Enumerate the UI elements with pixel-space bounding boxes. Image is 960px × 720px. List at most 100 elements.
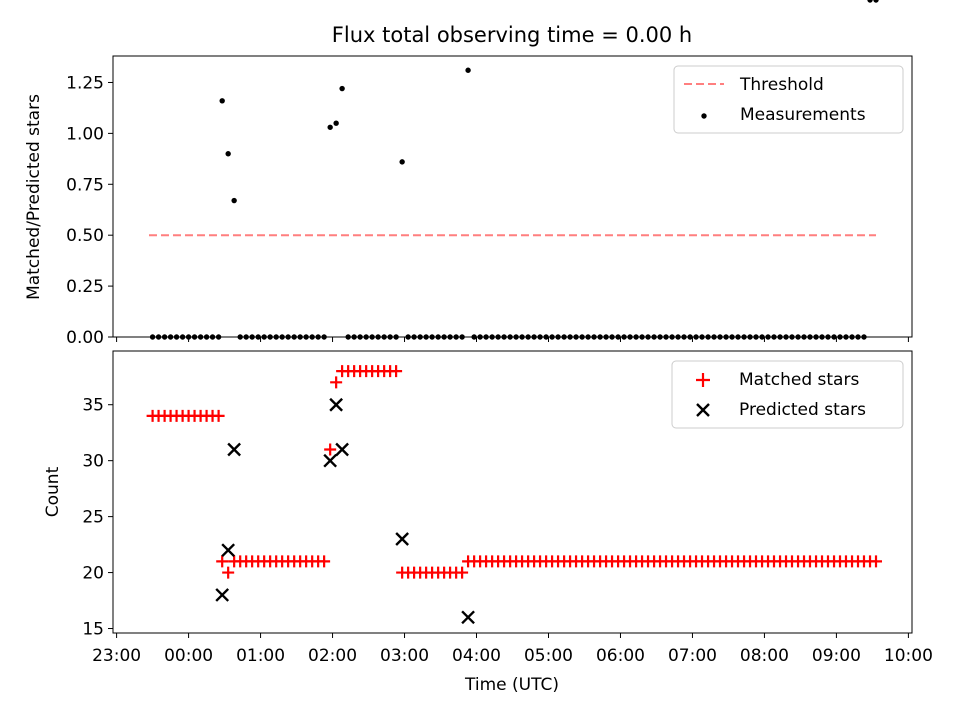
measurement-point: [711, 334, 717, 340]
measurement-point: [555, 334, 561, 340]
measurement-point: [393, 334, 399, 340]
measurement-point: [161, 334, 168, 340]
measurement-point: [351, 334, 357, 340]
measurement-point: [255, 334, 261, 340]
matched-point: [870, 555, 883, 568]
measurement-point: [801, 334, 807, 340]
measurement-point: [729, 334, 735, 340]
legend-threshold-label: Threshold: [739, 75, 824, 95]
measurement-point: [191, 334, 198, 340]
measurement-point: [849, 334, 855, 340]
measurement-point: [417, 334, 423, 340]
measurement-point: [513, 334, 519, 340]
measurement-point: [735, 334, 741, 340]
matched-point: [330, 376, 343, 389]
measurement-point: [333, 120, 339, 126]
measurement-point: [215, 334, 222, 340]
matched-point: [216, 555, 229, 568]
measurement-point: [375, 334, 381, 340]
measurement-point: [411, 334, 417, 340]
measurement-point: [807, 334, 813, 340]
measurement-point: [669, 334, 675, 340]
measurement-point: [597, 334, 603, 340]
top-y-tick-label: 0.50: [66, 226, 104, 246]
measurement-point: [237, 334, 243, 340]
bottom-y-tick-label: 35: [82, 396, 104, 416]
measurement-point: [525, 334, 531, 340]
measurement-point: [543, 334, 549, 340]
bottom-x-tick-label: 04:00: [452, 646, 501, 666]
top-y-tick-label: 1.00: [66, 124, 104, 144]
measurement-point: [285, 334, 291, 340]
measurement-point: [357, 334, 363, 340]
predicted-point: [215, 588, 230, 602]
measurement-point: [621, 334, 627, 340]
measurement-point: [573, 334, 579, 340]
bottom-y-tick-label: 25: [82, 508, 104, 528]
measurement-point: [687, 334, 693, 340]
bottom-panel: 15 20 25 30 35 23:00 00:00 01:00 02:00 03:00 04:0…: [43, 350, 933, 695]
measurement-point: [495, 334, 501, 340]
top-legend-box: [673, 65, 904, 134]
bottom-plot-area: [146, 365, 883, 625]
measurement-point: [531, 334, 537, 340]
measurement-point: [831, 334, 837, 340]
predicted-point: [335, 442, 349, 457]
measurement-point: [519, 334, 525, 340]
predicted-point: [329, 397, 343, 412]
measurement-point: [423, 334, 429, 340]
measurement-point: [483, 334, 489, 340]
measurement-point: [675, 334, 681, 340]
measurement-point: [339, 85, 345, 92]
measurement-point: [765, 334, 771, 340]
measurement-point: [741, 334, 747, 340]
top-y-tick-label: 0.75: [66, 175, 104, 195]
measurement-point: [639, 334, 645, 340]
measurement-point: [399, 159, 405, 165]
top-legend: Threshold Measurements: [673, 65, 904, 134]
measurement-point: [197, 334, 204, 340]
measurement-point: [651, 334, 657, 340]
measurement-point: [387, 334, 393, 340]
measurement-point: [549, 334, 555, 340]
measurement-point: [429, 334, 435, 340]
measurement-point: [795, 334, 801, 340]
measurement-point: [309, 334, 315, 340]
measurement-point: [321, 334, 327, 340]
measurement-point: [167, 334, 174, 340]
measurement-point: [759, 334, 765, 340]
measurement-point: [609, 334, 615, 340]
measurement-point: [209, 334, 216, 340]
measurement-point: [681, 334, 687, 340]
measurement-point: [477, 334, 483, 340]
bottom-legend-box: [671, 360, 904, 429]
predicted-point: [221, 543, 236, 558]
measurement-point: [459, 334, 465, 340]
matched-point: [390, 365, 403, 378]
bottom-y-axis: 15 20 25 30 35: [82, 396, 113, 640]
bottom-x-tick-label: 23:00: [92, 646, 141, 666]
measurement-point: [633, 334, 639, 340]
bottom-x-axis: 23:00 00:00 01:00 02:00 03:00 04:00 05:00 06:00…: [92, 633, 933, 666]
top-y-tick-label: 0.25: [66, 277, 104, 297]
measurement-point: [813, 334, 819, 340]
matched-point: [318, 555, 331, 568]
legend-predicted-swatch: [696, 403, 710, 417]
measurement-point: [873, 0, 879, 3]
bottom-y-axis-label: Count: [43, 466, 63, 517]
predicted-point: [323, 453, 338, 468]
measurement-point: [267, 334, 273, 340]
measurement-point: [663, 334, 669, 340]
measurement-point: [693, 334, 699, 340]
measurement-point: [843, 334, 849, 340]
measurement-point: [657, 334, 663, 340]
measurement-point: [579, 334, 585, 340]
measurement-point: [243, 334, 249, 340]
bottom-y-tick-label: 30: [82, 452, 104, 472]
measurement-point: [261, 334, 267, 340]
measurement-point: [345, 334, 351, 340]
measurement-point: [297, 334, 303, 340]
measurement-point: [203, 334, 210, 340]
bottom-legend: Matched stars Predicted stars: [671, 360, 904, 429]
predicted-point: [395, 532, 410, 546]
